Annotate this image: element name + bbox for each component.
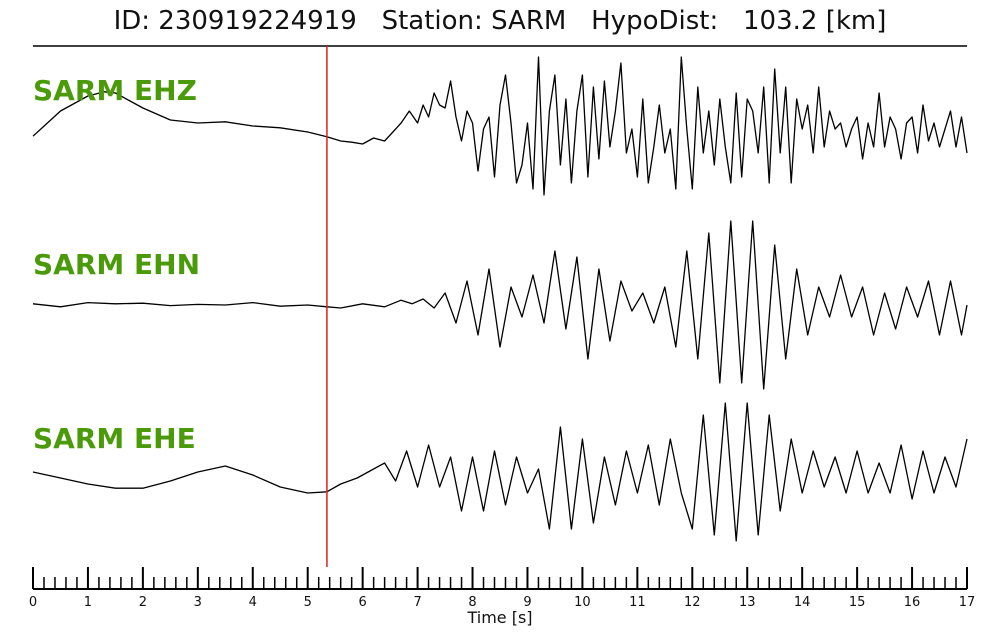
- x-tick-label: 16: [904, 595, 921, 610]
- x-tick-label: 10: [574, 595, 591, 610]
- x-tick-label: 0: [29, 595, 37, 610]
- x-tick-label: 11: [629, 595, 646, 610]
- trace-labels-group: SARM EHZ SARM EHN SARM EHE: [33, 74, 200, 455]
- x-tick-label: 6: [359, 595, 367, 610]
- x-tick-label: 17: [959, 595, 976, 610]
- x-tick-label: 1: [84, 595, 92, 610]
- x-tick-label: 14: [794, 595, 811, 610]
- chart-title: ID: 230919224919 Station: SARM HypoDist:…: [113, 6, 887, 36]
- x-tick-label: 4: [249, 595, 257, 610]
- x-tick-label: 13: [739, 595, 756, 610]
- x-tick-label: 2: [139, 595, 147, 610]
- trace-label-0: SARM EHZ: [33, 74, 197, 107]
- time-axis: 0 1 2 3 4 5 6 7 8 9 10 11 12 13 14 15 16 17: [29, 567, 975, 610]
- traces-group: [32, 56, 968, 542]
- x-axis-label: Time [s]: [466, 608, 532, 627]
- x-tick-label: 8: [468, 595, 476, 610]
- x-tick-label: 3: [194, 595, 202, 610]
- x-tick-label: 9: [523, 595, 531, 610]
- x-tick-label: 15: [849, 595, 866, 610]
- trace-label-1: SARM EHN: [33, 248, 200, 281]
- trace-line-2: [32, 402, 968, 542]
- x-tick-label: 12: [684, 595, 701, 610]
- x-tick-label: 7: [413, 595, 421, 610]
- x-tick-label: 5: [304, 595, 312, 610]
- trace-label-2: SARM EHE: [33, 422, 196, 455]
- trace-line-1: [32, 220, 968, 390]
- trace-line-0: [32, 56, 968, 196]
